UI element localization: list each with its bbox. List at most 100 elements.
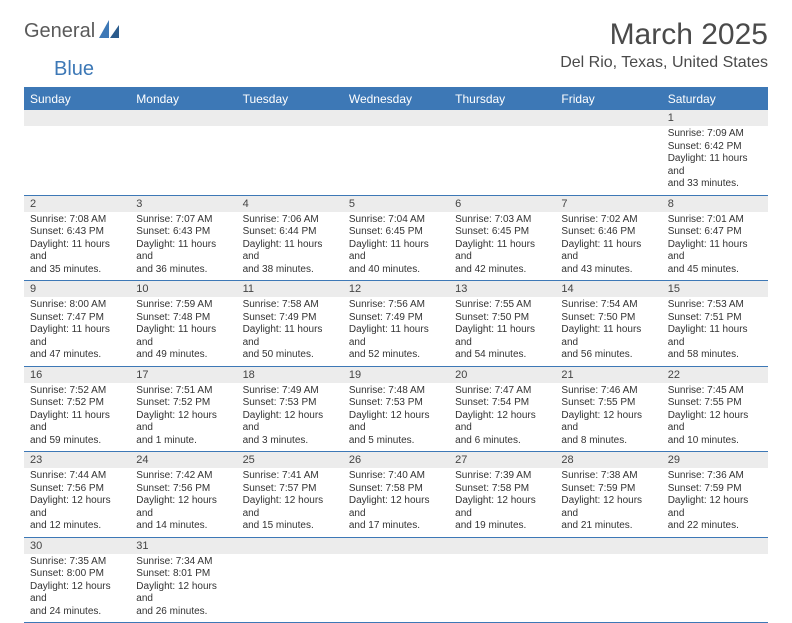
- day-number: 8: [662, 196, 768, 212]
- calendar-cell: [24, 110, 130, 195]
- calendar-cell: 13Sunrise: 7:55 AMSunset: 7:50 PMDayligh…: [449, 281, 555, 366]
- day-number: 18: [237, 367, 343, 383]
- calendar-week-row: 30Sunrise: 7:35 AMSunset: 8:00 PMDayligh…: [24, 538, 768, 623]
- day-details: Sunrise: 7:01 AMSunset: 6:47 PMDaylight:…: [662, 212, 768, 281]
- weekday-header: Tuesday: [237, 88, 343, 110]
- day-number: [343, 538, 449, 554]
- day-details: Sunrise: 7:49 AMSunset: 7:53 PMDaylight:…: [237, 383, 343, 452]
- page-title: March 2025: [560, 18, 768, 52]
- day-details: Sunrise: 7:51 AMSunset: 7:52 PMDaylight:…: [130, 383, 236, 452]
- weekday-header: Saturday: [662, 88, 768, 110]
- day-number: 31: [130, 538, 236, 554]
- day-details: Sunrise: 7:02 AMSunset: 6:46 PMDaylight:…: [555, 212, 661, 281]
- calendar-cell: 8Sunrise: 7:01 AMSunset: 6:47 PMDaylight…: [662, 196, 768, 281]
- day-number: 5: [343, 196, 449, 212]
- day-details: Sunrise: 7:59 AMSunset: 7:48 PMDaylight:…: [130, 297, 236, 366]
- calendar-cell: 9Sunrise: 8:00 AMSunset: 7:47 PMDaylight…: [24, 281, 130, 366]
- calendar-cell: [555, 110, 661, 195]
- calendar-cell: 28Sunrise: 7:38 AMSunset: 7:59 PMDayligh…: [555, 452, 661, 537]
- day-number: [555, 110, 661, 126]
- day-number: 7: [555, 196, 661, 212]
- day-number: [237, 110, 343, 126]
- day-number: 26: [343, 452, 449, 468]
- day-number: 4: [237, 196, 343, 212]
- day-details: Sunrise: 7:03 AMSunset: 6:45 PMDaylight:…: [449, 212, 555, 281]
- day-number: 25: [237, 452, 343, 468]
- day-details: Sunrise: 7:52 AMSunset: 7:52 PMDaylight:…: [24, 383, 130, 452]
- calendar-cell: [662, 538, 768, 623]
- day-details: Sunrise: 7:58 AMSunset: 7:49 PMDaylight:…: [237, 297, 343, 366]
- day-number: 22: [662, 367, 768, 383]
- day-number: 27: [449, 452, 555, 468]
- calendar-week-row: 2Sunrise: 7:08 AMSunset: 6:43 PMDaylight…: [24, 196, 768, 282]
- day-details: Sunrise: 7:09 AMSunset: 6:42 PMDaylight:…: [662, 126, 768, 195]
- day-details: Sunrise: 8:00 AMSunset: 7:47 PMDaylight:…: [24, 297, 130, 366]
- day-number: 9: [24, 281, 130, 297]
- calendar-cell: [449, 110, 555, 195]
- calendar-cell: 25Sunrise: 7:41 AMSunset: 7:57 PMDayligh…: [237, 452, 343, 537]
- day-number: [449, 110, 555, 126]
- day-details: Sunrise: 7:45 AMSunset: 7:55 PMDaylight:…: [662, 383, 768, 452]
- calendar-cell: 27Sunrise: 7:39 AMSunset: 7:58 PMDayligh…: [449, 452, 555, 537]
- day-number: [130, 110, 236, 126]
- calendar-cell: 21Sunrise: 7:46 AMSunset: 7:55 PMDayligh…: [555, 367, 661, 452]
- calendar-week-row: 9Sunrise: 8:00 AMSunset: 7:47 PMDaylight…: [24, 281, 768, 367]
- calendar-cell: 15Sunrise: 7:53 AMSunset: 7:51 PMDayligh…: [662, 281, 768, 366]
- day-number: 30: [24, 538, 130, 554]
- location-text: Del Rio, Texas, United States: [560, 54, 768, 72]
- day-details: Sunrise: 7:39 AMSunset: 7:58 PMDaylight:…: [449, 468, 555, 537]
- day-number: [662, 538, 768, 554]
- day-number: [449, 538, 555, 554]
- day-number: 13: [449, 281, 555, 297]
- weekday-header: Thursday: [449, 88, 555, 110]
- day-details: Sunrise: 7:38 AMSunset: 7:59 PMDaylight:…: [555, 468, 661, 537]
- day-details: Sunrise: 7:41 AMSunset: 7:57 PMDaylight:…: [237, 468, 343, 537]
- logo-text-blue: Blue: [54, 58, 94, 80]
- weeks-container: 1Sunrise: 7:09 AMSunset: 6:42 PMDaylight…: [24, 110, 768, 623]
- day-number: 11: [237, 281, 343, 297]
- weekday-header: Wednesday: [343, 88, 449, 110]
- day-number: [343, 110, 449, 126]
- day-number: [555, 538, 661, 554]
- calendar-cell: [449, 538, 555, 623]
- day-details: Sunrise: 7:08 AMSunset: 6:43 PMDaylight:…: [24, 212, 130, 281]
- day-details: Sunrise: 7:06 AMSunset: 6:44 PMDaylight:…: [237, 212, 343, 281]
- day-number: 14: [555, 281, 661, 297]
- calendar-cell: [237, 110, 343, 195]
- calendar-cell: [555, 538, 661, 623]
- calendar-cell: 24Sunrise: 7:42 AMSunset: 7:56 PMDayligh…: [130, 452, 236, 537]
- calendar-cell: [237, 538, 343, 623]
- calendar-cell: 10Sunrise: 7:59 AMSunset: 7:48 PMDayligh…: [130, 281, 236, 366]
- calendar-cell: 19Sunrise: 7:48 AMSunset: 7:53 PMDayligh…: [343, 367, 449, 452]
- calendar-week-row: 23Sunrise: 7:44 AMSunset: 7:56 PMDayligh…: [24, 452, 768, 538]
- calendar-cell: 30Sunrise: 7:35 AMSunset: 8:00 PMDayligh…: [24, 538, 130, 623]
- day-details: Sunrise: 7:07 AMSunset: 6:43 PMDaylight:…: [130, 212, 236, 281]
- day-details: Sunrise: 7:54 AMSunset: 7:50 PMDaylight:…: [555, 297, 661, 366]
- calendar-cell: 18Sunrise: 7:49 AMSunset: 7:53 PMDayligh…: [237, 367, 343, 452]
- logo-sail-icon: [97, 18, 121, 45]
- day-number: 19: [343, 367, 449, 383]
- day-number: 16: [24, 367, 130, 383]
- day-details: Sunrise: 7:56 AMSunset: 7:49 PMDaylight:…: [343, 297, 449, 366]
- day-number: 28: [555, 452, 661, 468]
- day-details: Sunrise: 7:53 AMSunset: 7:51 PMDaylight:…: [662, 297, 768, 366]
- day-details: Sunrise: 7:46 AMSunset: 7:55 PMDaylight:…: [555, 383, 661, 452]
- calendar-cell: 29Sunrise: 7:36 AMSunset: 7:59 PMDayligh…: [662, 452, 768, 537]
- calendar-cell: 1Sunrise: 7:09 AMSunset: 6:42 PMDaylight…: [662, 110, 768, 195]
- calendar-cell: [343, 110, 449, 195]
- calendar-cell: 26Sunrise: 7:40 AMSunset: 7:58 PMDayligh…: [343, 452, 449, 537]
- calendar-cell: 4Sunrise: 7:06 AMSunset: 6:44 PMDaylight…: [237, 196, 343, 281]
- day-details: Sunrise: 7:36 AMSunset: 7:59 PMDaylight:…: [662, 468, 768, 537]
- day-number: 23: [24, 452, 130, 468]
- calendar-cell: 3Sunrise: 7:07 AMSunset: 6:43 PMDaylight…: [130, 196, 236, 281]
- logo: General: [24, 18, 121, 45]
- day-number: 21: [555, 367, 661, 383]
- day-details: Sunrise: 7:47 AMSunset: 7:54 PMDaylight:…: [449, 383, 555, 452]
- weekday-header: Friday: [555, 88, 661, 110]
- day-number: 15: [662, 281, 768, 297]
- day-number: 6: [449, 196, 555, 212]
- calendar-cell: 31Sunrise: 7:34 AMSunset: 8:01 PMDayligh…: [130, 538, 236, 623]
- day-number: 20: [449, 367, 555, 383]
- day-details: Sunrise: 7:55 AMSunset: 7:50 PMDaylight:…: [449, 297, 555, 366]
- day-number: 3: [130, 196, 236, 212]
